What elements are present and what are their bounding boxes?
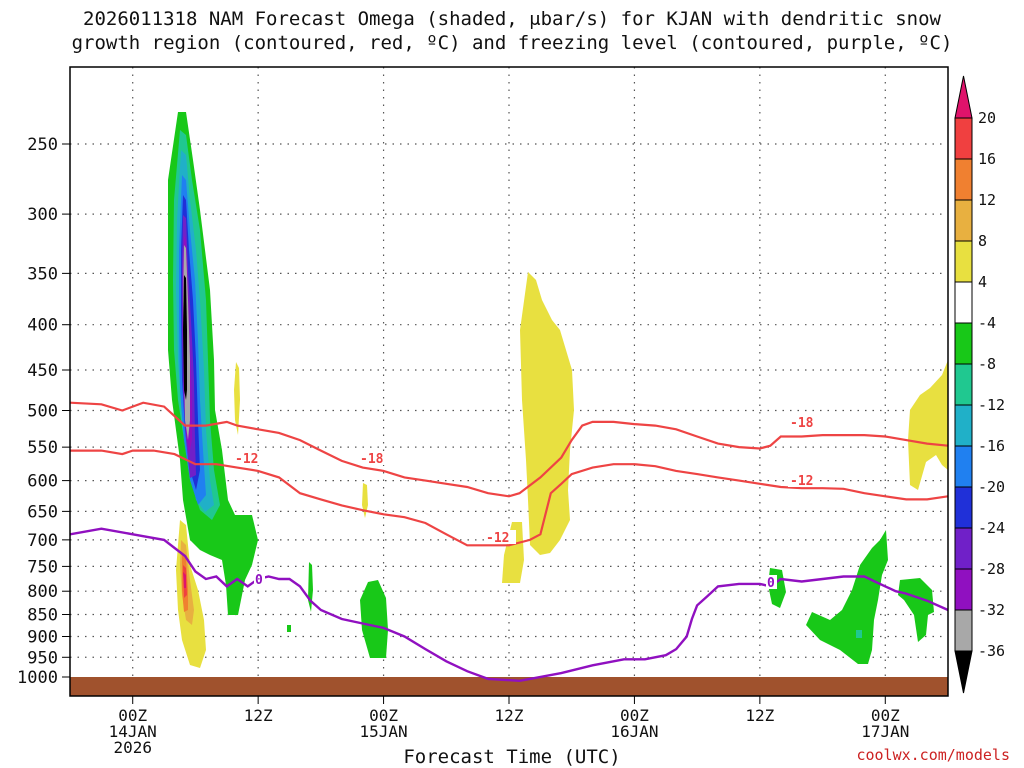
x-tick-label-6-0: 00Z xyxy=(871,706,900,725)
x-tick-label-4-1: 16JAN xyxy=(610,722,658,741)
colorbar-tick-4: 4 xyxy=(978,273,987,291)
x-axis-label: Forecast Time (UTC) xyxy=(403,746,621,768)
colorbar-bin-5 xyxy=(954,281,973,324)
y-tick-label-1000: 1000 xyxy=(17,668,58,688)
colorbar-bin-2 xyxy=(954,158,973,201)
x-tick-label-4-0: 00Z xyxy=(620,706,649,725)
y-tick-label-750: 750 xyxy=(27,557,58,577)
omega-region-green-right2 xyxy=(806,530,888,664)
contour-label-frz-a: 0 xyxy=(255,573,263,588)
omega-region-pink-low xyxy=(183,572,186,588)
colorbar-bin-11 xyxy=(954,527,973,570)
colorbar-tick-2: 12 xyxy=(978,191,996,209)
dgz-minus12-contour xyxy=(70,449,948,547)
omega-region-green-dot xyxy=(287,625,291,632)
colorbar-tick-3: 8 xyxy=(978,232,987,250)
colorbar-tick-8: -16 xyxy=(978,437,1005,455)
contour-label-m12-a: -12 xyxy=(235,452,258,467)
y-tick-label-700: 700 xyxy=(27,531,58,551)
y-tick-label-350: 350 xyxy=(27,264,58,284)
y-tick-label-600: 600 xyxy=(27,472,58,492)
omega-region-yellow-block xyxy=(502,522,524,583)
colorbar-tick-7: -12 xyxy=(978,396,1005,414)
x-tick-label-2-0: 00Z xyxy=(369,706,398,725)
colorbar: 20 16 12 8 4 -4 -8 -12 -16 -20 -24 -28 -32 -36 xyxy=(954,75,1005,694)
freezing-level-contour xyxy=(70,527,948,683)
x-tick-label-0-2: 2026 xyxy=(113,738,152,757)
omega-region-yellow-right xyxy=(908,360,948,490)
omega-region-teal-right xyxy=(856,630,862,638)
chart-title-line2: growth region (contoured, red, ºC) and f… xyxy=(71,32,953,54)
contour-label-m18-b: -18 xyxy=(790,416,814,431)
colorbar-bin-6 xyxy=(954,322,973,365)
colorbar-tick-1: 16 xyxy=(978,150,996,168)
y-tick-label-650: 650 xyxy=(27,502,58,522)
omega-region-green-mid xyxy=(360,580,388,658)
colorbar-bin-3 xyxy=(954,199,973,242)
colorbar-tick-10: -24 xyxy=(978,519,1005,537)
y-tick-label-250: 250 xyxy=(27,135,58,155)
colorbar-bin-4 xyxy=(954,240,973,283)
chart-title-line1: 2026011318 NAM Forecast Omega (shaded, μ… xyxy=(83,8,941,30)
y-tick-label-500: 500 xyxy=(27,402,58,422)
x-tick-label-1-0: 12Z xyxy=(244,706,273,725)
y-tick-label-550: 550 xyxy=(27,438,58,458)
colorbar-bin-top xyxy=(954,75,973,119)
x-tick-label-3-0: 12Z xyxy=(495,706,524,725)
x-tick-label-6-1: 17JAN xyxy=(861,722,909,741)
colorbar-bin-7 xyxy=(954,363,973,406)
omega-shading xyxy=(70,112,948,696)
colorbar-bin-8 xyxy=(954,404,973,447)
contour-label-m12-b: -12 xyxy=(486,531,509,546)
plot-area xyxy=(70,67,948,696)
x-tick-label-5-0: 12Z xyxy=(745,706,774,725)
x-tick-label-0-0: 00Z xyxy=(118,706,147,725)
colorbar-tick-11: -28 xyxy=(978,560,1005,578)
colorbar-bin-12 xyxy=(954,568,973,611)
contour-labels: -12 -18 -12 -18 -12 0 0 xyxy=(233,415,820,591)
colorbar-tick-0: 20 xyxy=(978,109,996,127)
contour-label-m18-a: -18 xyxy=(360,452,384,467)
colorbar-bin-10 xyxy=(954,486,973,529)
contour-label-frz-b: 0 xyxy=(767,576,775,591)
y-tick-label-450: 450 xyxy=(27,361,58,381)
ground-band xyxy=(70,677,948,696)
omega-region-black-core xyxy=(183,275,187,400)
credit-link[interactable]: coolwx.com/models xyxy=(856,746,1010,764)
y-tick-label-300: 300 xyxy=(27,205,58,225)
colorbar-tick-6: -8 xyxy=(978,355,996,373)
colorbar-tick-9: -20 xyxy=(978,478,1005,496)
colorbar-tick-5: -4 xyxy=(978,314,996,332)
omega-region-yellow-thin1 xyxy=(234,362,240,435)
y-axis: 2503003504004505005506006507007508008509… xyxy=(17,135,70,688)
colorbar-bin-1 xyxy=(954,117,973,160)
colorbar-bin-13 xyxy=(954,609,973,652)
y-tick-label-400: 400 xyxy=(27,316,58,336)
contour-label-m12-c: -12 xyxy=(790,474,813,489)
y-tick-label-800: 800 xyxy=(27,582,58,602)
colorbar-tick-12: -32 xyxy=(978,601,1005,619)
y-tick-label-850: 850 xyxy=(27,606,58,626)
colorbar-tick-13: -36 xyxy=(978,642,1005,660)
x-tick-label-2-1: 15JAN xyxy=(359,722,407,741)
x-tick-label-0-1: 14JAN xyxy=(109,722,157,741)
colorbar-bin-9 xyxy=(954,445,973,488)
dgz-minus18-contour xyxy=(70,401,948,498)
colorbar-bin-bottom xyxy=(954,650,973,694)
y-tick-label-900: 900 xyxy=(27,627,58,647)
y-tick-label-950: 950 xyxy=(27,648,58,668)
